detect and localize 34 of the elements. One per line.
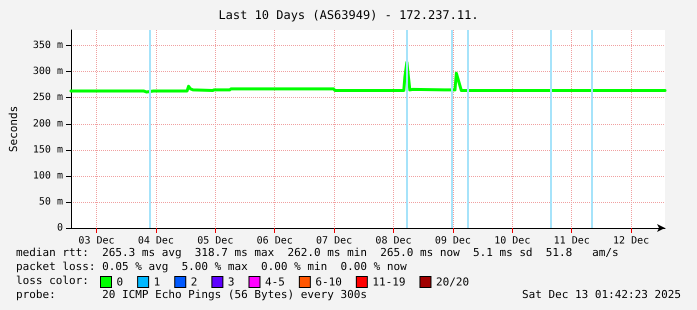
chart-title: Last 10 Days (AS63949) - 172.237.11. xyxy=(218,8,479,22)
x-tick-label: 10 Dec xyxy=(494,236,530,246)
x-tick-label: 06 Dec xyxy=(256,236,293,246)
line-series xyxy=(70,60,666,94)
x-tick-label: 07 Dec xyxy=(316,236,352,246)
y-tick-label: 200 m xyxy=(32,118,63,130)
x-tick-label: 04 Dec xyxy=(138,236,174,246)
text: Sat Dec 13 01:42:23 2025 xyxy=(522,288,682,301)
x-tick-label: 08 Dec xyxy=(375,236,412,246)
text: median rtt: 265.3 ms avg 318.7 ms max 262.0 ms min 265.0 ms now 5.1 ms sd 51.8 am/s xyxy=(16,246,619,259)
y-axis-title: Seconds xyxy=(7,106,20,152)
y-tick-label: 300 m xyxy=(32,66,63,78)
x-tick-label: 03 Dec xyxy=(78,236,115,246)
x-tick-label: 11 Dec xyxy=(554,236,590,246)
y-tick-label: 0 xyxy=(56,222,63,234)
y-tick-label: 350 m xyxy=(32,40,63,52)
x-tick-label: 05 Dec xyxy=(197,236,234,246)
legend-label: 2 xyxy=(190,276,198,288)
legend-label: 11-19 xyxy=(372,276,406,288)
y-tick-label: 150 m xyxy=(32,144,63,156)
y-tick-label: 50 m xyxy=(38,196,63,208)
text: packet loss: 0.05 % avg 5.00 % max 0.00 % min 0.00 % now xyxy=(16,260,408,273)
text: loss color: xyxy=(16,274,89,287)
legend-label: 0 xyxy=(116,276,124,288)
legend-label: 3 xyxy=(228,276,234,288)
y-tick-label: 100 m xyxy=(32,170,63,182)
y-tick-label: 250 m xyxy=(32,92,63,104)
legend-label: 1 xyxy=(154,276,160,288)
x-tick-label: 12 Dec xyxy=(613,236,650,246)
text: probe: 20 ICMP Echo Pings (56 Bytes) every 300s xyxy=(16,288,367,301)
x-tick-label: 09 Dec xyxy=(434,236,471,246)
legend-label: 6-10 xyxy=(315,276,342,288)
legend-label: 4-5 xyxy=(264,276,285,288)
legend-label: 20/20 xyxy=(436,276,470,288)
